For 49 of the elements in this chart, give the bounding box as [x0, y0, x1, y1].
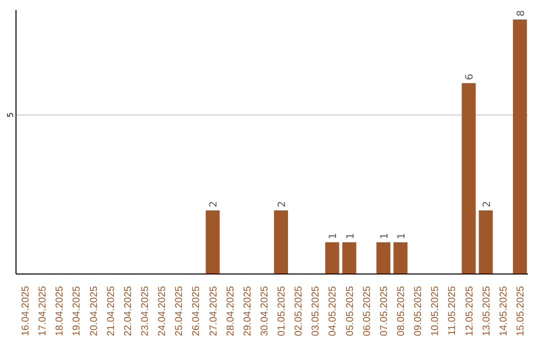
data-label: 1 [328, 232, 340, 240]
bar [393, 242, 408, 274]
x-tick-label: 13.05.2025 [481, 286, 492, 336]
bar [325, 242, 340, 274]
x-tick-label: 21.04.2025 [106, 286, 117, 336]
x-tick-label: 22.04.2025 [122, 286, 134, 336]
bar [512, 20, 527, 274]
x-tick-label: 25.04.2025 [174, 286, 186, 336]
x-tick-label: 26.04.2025 [191, 286, 202, 336]
x-tick-label: 28.04.2025 [225, 286, 236, 336]
data-label: 1 [345, 232, 356, 240]
x-tick-label: 01.05.2025 [276, 286, 288, 336]
data-label: 1 [379, 232, 390, 240]
x-tick-label: 02.05.2025 [294, 286, 305, 336]
x-tick-label: 30.04.2025 [259, 286, 270, 336]
x-tick-label: 12.05.2025 [464, 286, 476, 336]
x-tick-label: 19.04.2025 [72, 286, 83, 336]
x-tick-label: 24.04.2025 [157, 286, 168, 336]
x-tick-label: 07.05.2025 [378, 286, 390, 336]
x-tick-label: 27.04.2025 [208, 286, 220, 336]
x-tick-label: 18.04.2025 [54, 286, 66, 336]
data-label: 1 [396, 232, 408, 240]
x-tick-label: 14.05.2025 [498, 286, 510, 336]
x-tick-label: 05.05.2025 [344, 286, 356, 336]
data-label: 8 [516, 10, 527, 17]
bar [206, 210, 220, 274]
bar [274, 210, 288, 274]
data-label: 2 [208, 201, 220, 208]
x-tick-label: 16.04.2025 [20, 286, 32, 336]
x-tick-label: 17.04.2025 [38, 286, 49, 336]
x-tick-label: 09.05.2025 [413, 286, 424, 336]
x-tick-label: 23.04.2025 [140, 286, 151, 336]
data-label: 2 [482, 201, 493, 208]
y-tick-label: 5 [6, 112, 15, 118]
bar [376, 242, 390, 274]
x-tick-label: 29.04.2025 [242, 286, 254, 336]
x-tick-label: 04.05.2025 [328, 286, 339, 336]
bar [342, 242, 356, 274]
x-tick-label: 06.05.2025 [362, 286, 373, 336]
x-tick-label: 11.05.2025 [447, 286, 458, 336]
data-label: 2 [277, 201, 288, 208]
x-tick-label: 10.05.2025 [430, 286, 442, 336]
data-label: 6 [464, 74, 476, 80]
x-tick-label: 15.05.2025 [515, 286, 526, 336]
bar [478, 210, 493, 274]
x-tick-label: 08.05.2025 [396, 286, 407, 336]
x-tick-label: 20.04.2025 [88, 286, 100, 336]
x-tick-label: 03.05.2025 [310, 286, 322, 336]
bar [462, 83, 476, 274]
